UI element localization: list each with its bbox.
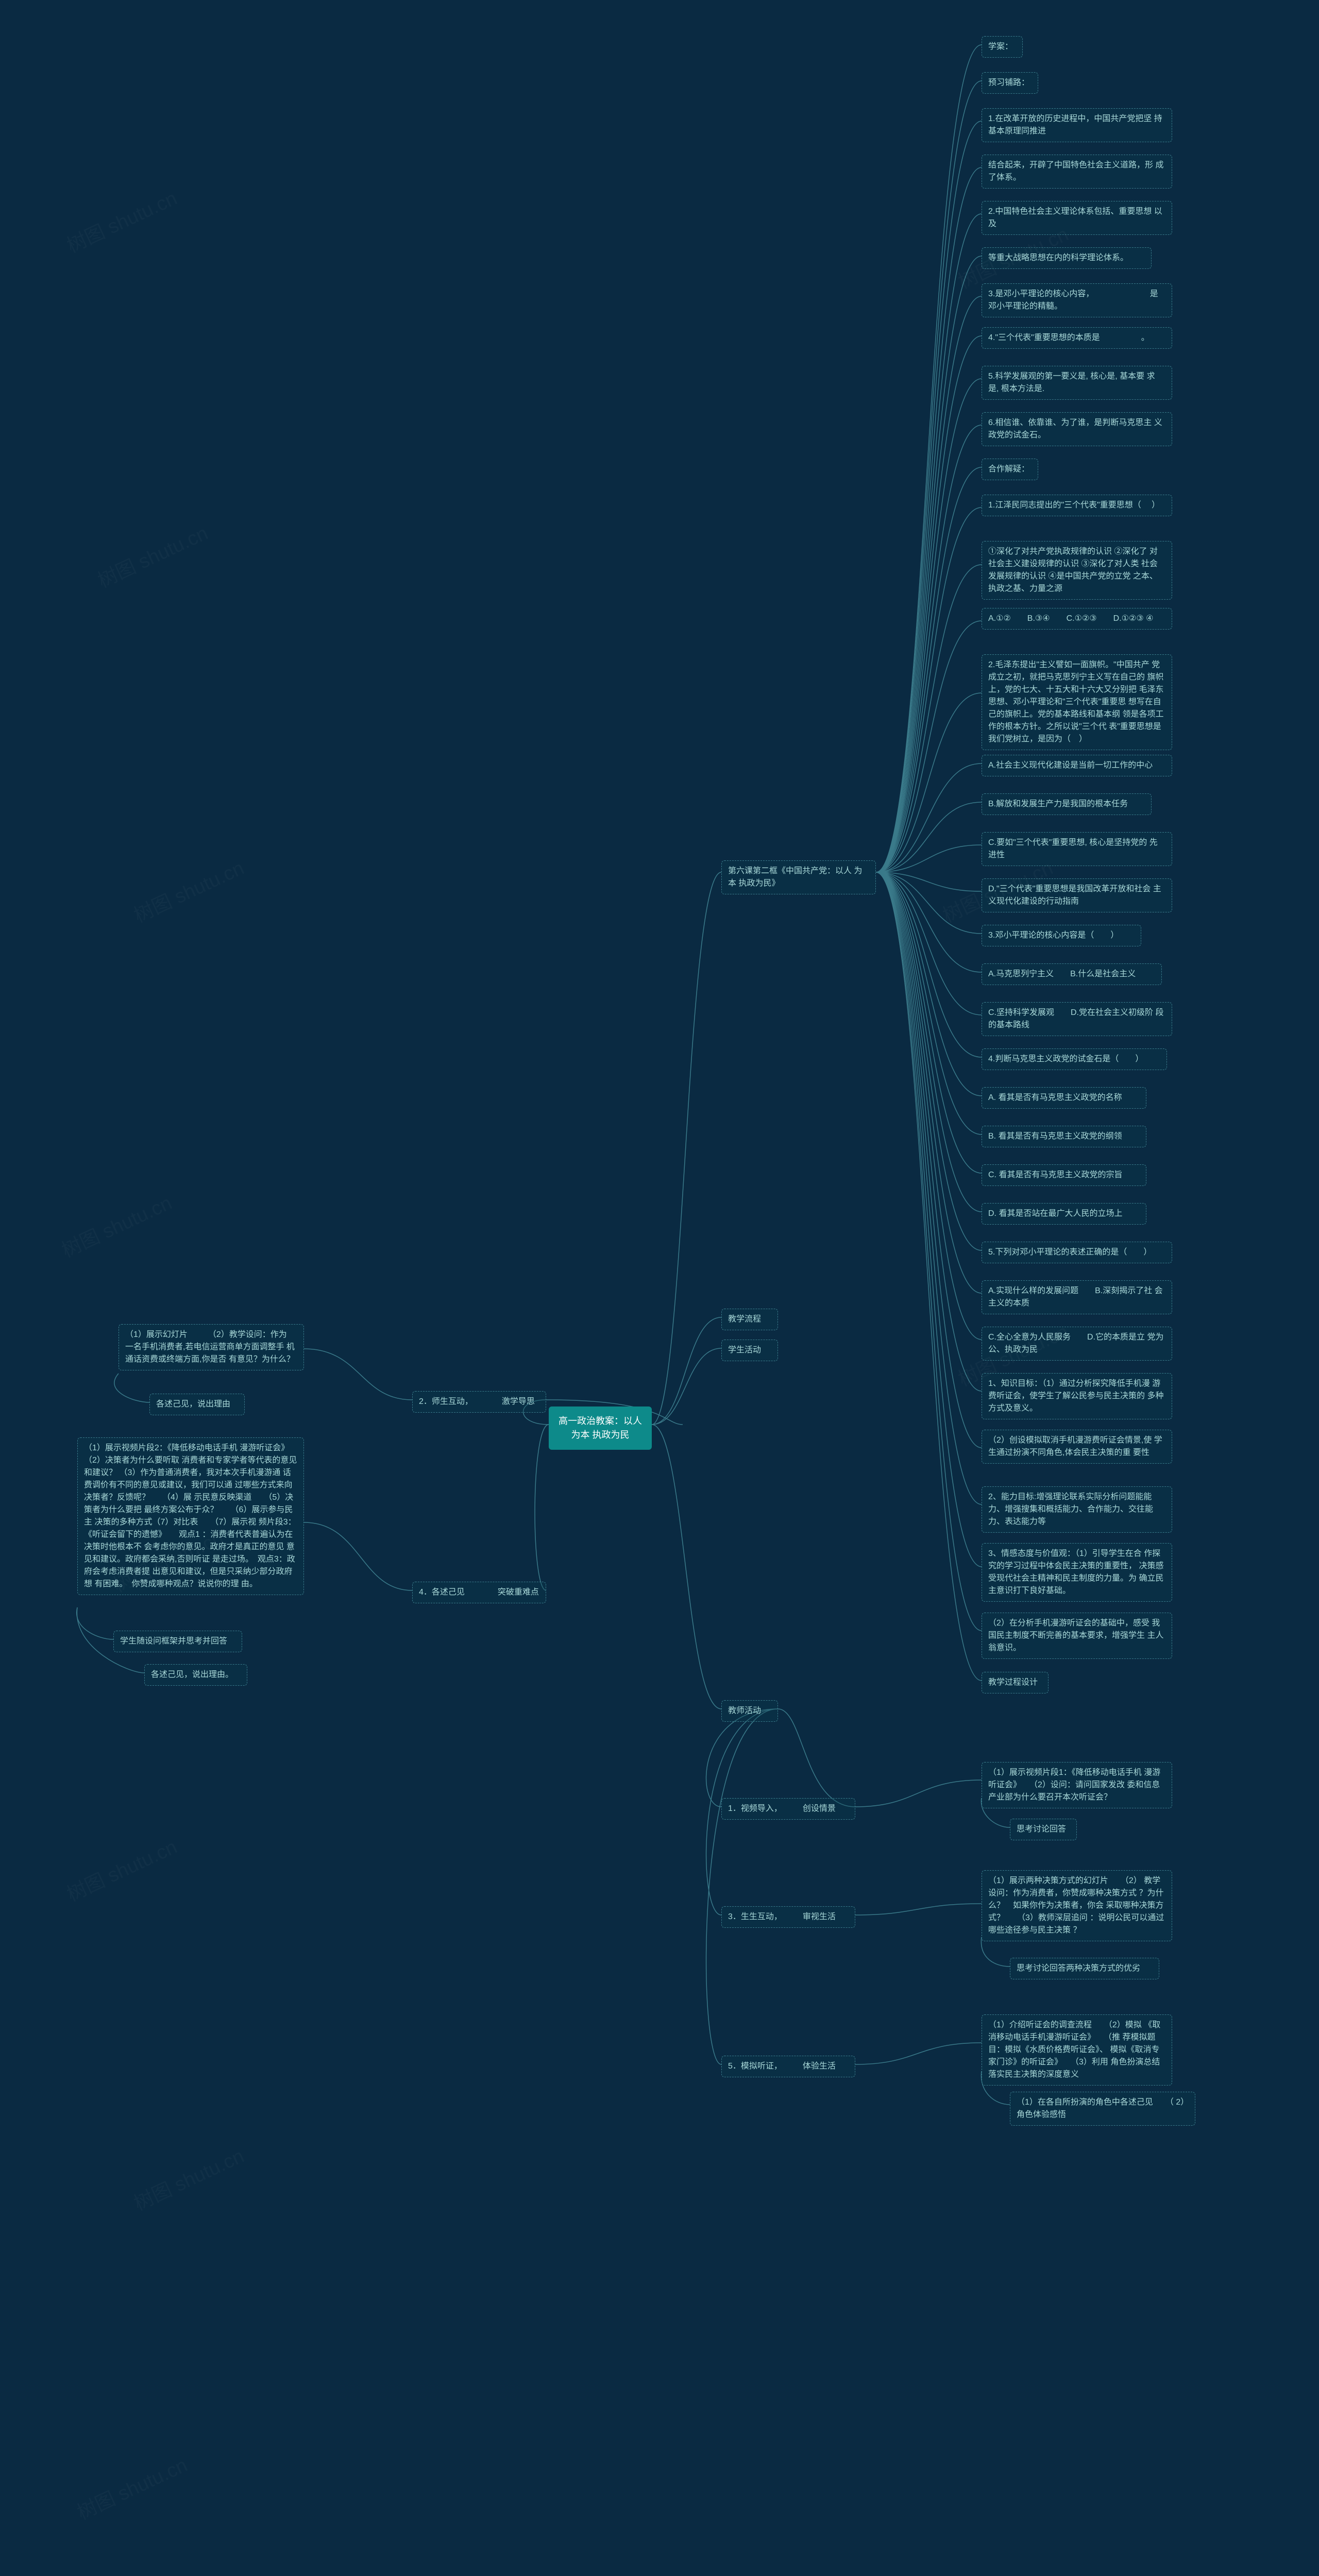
- rd-3: 3．生生互动， 审视生活: [721, 1906, 855, 1928]
- ra-25: B. 看其是否有马克思主义政党的纲领: [982, 1126, 1146, 1147]
- watermark: 树图 shutu.cn: [56, 1187, 176, 1263]
- ra-28: 5.下列对邓小平理论的表述正确的是（ ）: [982, 1242, 1172, 1263]
- ra-26: C. 看其是否有马克思主义政党的宗旨: [982, 1164, 1146, 1186]
- ra-21: A.马克思列宁主义 B.什么是社会主义: [982, 963, 1162, 985]
- branch-teacher-activity: 教师活动: [721, 1700, 778, 1722]
- ra-18: C.要如"三个代表"重要思想, 核心是坚持党的 先进性: [982, 832, 1172, 866]
- branch-lesson: 第六课第二框《中国共产党：以人 为本 执政为民》: [721, 860, 876, 894]
- rd-5: 5．模拟听证， 体验生活: [721, 2056, 855, 2077]
- left-step2-sub: 各述己见，说出理由: [149, 1394, 245, 1415]
- watermark: 树图 shutu.cn: [61, 1831, 181, 1907]
- ra-6: 等重大战略思想在内的科学理论体系。: [982, 247, 1152, 269]
- ra-2: 预习铺路：: [982, 72, 1038, 94]
- ra-8: 4."三个代表"重要思想的本质是 。: [982, 327, 1172, 349]
- left-step4: 4．各述己见 突破重难点: [412, 1582, 546, 1603]
- ra-14: A.①② B.③④ C.①②③ D.①②③ ④: [982, 608, 1172, 630]
- rd-3c: （1）展示两种决策方式的幻灯片 （2） 教学设问：作为消费者，你赞成哪种决策方式…: [982, 1870, 1172, 1941]
- ra-7: 3.是邓小平理论的核心内容， 是邓小平理论的精髓。: [982, 283, 1172, 317]
- rd-1g: 思考讨论回答: [1010, 1819, 1077, 1840]
- branch-student-activity: 学生活动: [721, 1340, 778, 1361]
- ra-22: C.坚持科学发展观 D.党在社会主义初级阶 段的基本路线: [982, 1002, 1172, 1036]
- ra-32: （2）创设模拟取消手机漫游费听证会情景,使 学生通过扮演不同角色,体会民主决策的…: [982, 1430, 1172, 1464]
- ra-5: 2.中国特色社会主义理论体系包括、重要思想 以及: [982, 201, 1172, 235]
- ra-35: （2）在分析手机漫游听证会的基础中，感受 我国民主制度不断完善的基本要求，增强学…: [982, 1613, 1172, 1659]
- ra-34: 3、情感态度与价值观：（1）引导学生在合 作探究的学习过程中体会民主决策的重要性…: [982, 1543, 1172, 1602]
- rd-5g: （1）在各自所扮演的角色中各述己见 （ 2）角色体验感悟: [1010, 2092, 1195, 2126]
- watermark: 树图 shutu.cn: [61, 182, 181, 258]
- watermark: 树图 shutu.cn: [92, 517, 212, 593]
- watermark: 树图 shutu.cn: [128, 852, 248, 928]
- left-step4-sub2: 各述己见，说出理由。: [144, 1664, 247, 1686]
- left-step2-detail: （1）展示幻灯片 （2）教学设问：作为 一名手机消费者,若电信运营商单方面调整手…: [119, 1324, 304, 1370]
- ra-29: A.实现什么样的发展问题 B.深刻揭示了社 会主义的本质: [982, 1280, 1172, 1314]
- ra-19: D."三个代表"重要思想是我国改革开放和社会 主义现代化建设的行动指南: [982, 878, 1172, 912]
- ra-9: 5.科学发展观的第一要义是, 核心是, 基本要 求是, 根本方法是.: [982, 366, 1172, 400]
- left-step4-detail: （1）展示视频片段2：《降低移动电话手机 漫游听证会》 （2）决策者为什么要听取…: [77, 1437, 304, 1595]
- left-step4-sub1: 学生随设问框架并思考并回答: [113, 1631, 242, 1652]
- ra-36: 教学过程设计: [982, 1672, 1049, 1693]
- watermark: 树图 shutu.cn: [72, 2449, 191, 2525]
- ra-27: D. 看其是否站在最广大人民的立场上: [982, 1203, 1146, 1225]
- left-step2: 2．师生互动， 激学导思: [412, 1391, 546, 1413]
- ra-20: 3.邓小平理论的核心内容是（ ）: [982, 925, 1141, 946]
- ra-13: ①深化了对共产党执政规律的认识 ②深化了 对社会主义建设规律的认识 ③深化了对人…: [982, 541, 1172, 600]
- ra-33: 2、能力目标:增强理论联系实际分析问题能能 力、增强搜集和概括能力、合作能力、交…: [982, 1486, 1172, 1533]
- ra-11: 合作解疑：: [982, 459, 1038, 480]
- watermark: 树图 shutu.cn: [128, 2140, 248, 2216]
- root-node: 高一政治教案：以人为本 执政为民: [549, 1406, 652, 1450]
- ra-4: 结合起来，开辟了中国特色社会主义道路，形 成了体系。: [982, 155, 1172, 189]
- branch-teaching-flow: 教学流程: [721, 1309, 778, 1330]
- ra-24: A. 看其是否有马克思主义政党的名称: [982, 1087, 1146, 1109]
- rd-1c: （1）展示视频片段1：《降低移动电话手机 漫游听证会》 （2）设问：请问国家发改…: [982, 1762, 1172, 1808]
- rd-3g: 思考讨论回答两种决策方式的优劣: [1010, 1958, 1159, 1979]
- ra-15: 2.毛泽东提出"主义譬如一面旗帜。"中国共产 党成立之初，就把马克思列宁主义写在…: [982, 654, 1172, 750]
- rd-1: 1．视频导入， 创设情景: [721, 1798, 855, 1820]
- rd-5c: （1）介绍听证会的调查流程 （2）模拟 《取消移动电话手机漫游听证会》 （推 荐…: [982, 2014, 1172, 2086]
- ra-30: C.全心全意为人民服务 D.它的本质是立 党为公、执政为民: [982, 1327, 1172, 1361]
- ra-3: 1.在改革开放的历史进程中，中国共产党把坚 持基本原理同推进: [982, 108, 1172, 142]
- ra-1: 学案：: [982, 36, 1023, 58]
- ra-17: B.解放和发展生产力是我国的根本任务: [982, 793, 1152, 815]
- ra-10: 6.相信谁、依靠谁、为了谁，是判断马克思主 义政党的试金石。: [982, 412, 1172, 446]
- ra-31: 1、知识目标：（1）通过分析探究降低手机漫 游费听证会，使学生了解公民参与民主决…: [982, 1373, 1172, 1419]
- ra-12: 1.江泽民同志提出的"三个代表"重要思想（ ）: [982, 495, 1172, 516]
- ra-23: 4.判断马克思主义政党的试金石是（ ）: [982, 1048, 1167, 1070]
- ra-16: A.社会主义现代化建设是当前一切工作的中心: [982, 755, 1172, 776]
